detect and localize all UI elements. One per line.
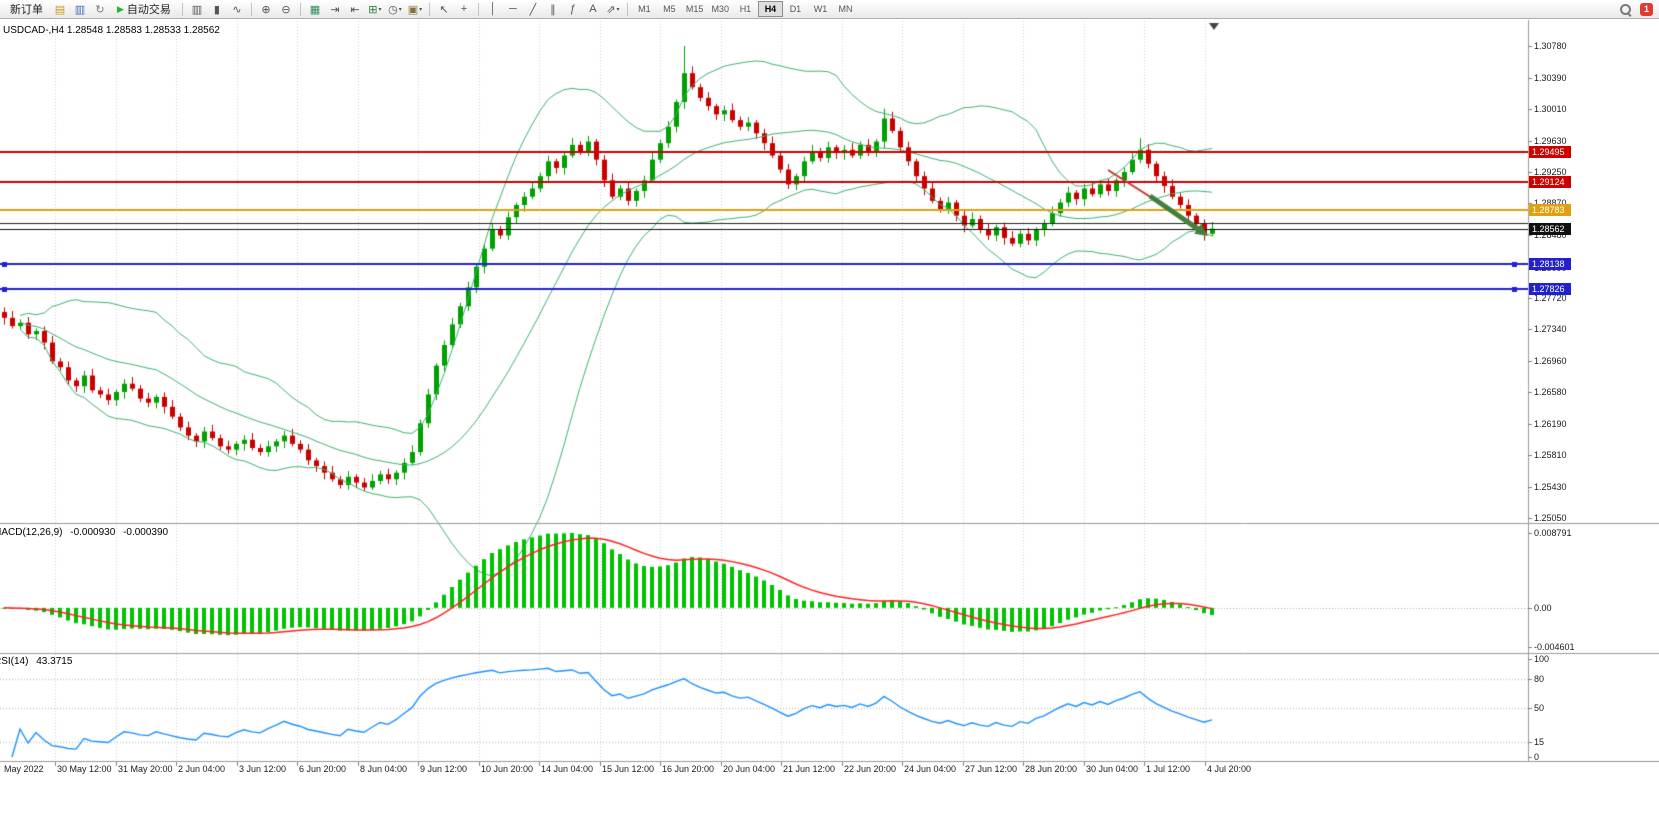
timeframe-m1[interactable]: M1 <box>632 1 657 17</box>
search-icon[interactable] <box>1619 3 1632 16</box>
toolbar-separator <box>299 2 301 16</box>
templates-icon[interactable]: ▣ ▾ <box>405 1 425 18</box>
macd-name: MACD(12,26,9) <box>0 527 63 538</box>
timeframe-mn[interactable]: MN <box>833 1 858 17</box>
timeframe-h4[interactable]: H4 <box>757 1 783 17</box>
timeframe-w1[interactable]: W1 <box>808 1 833 17</box>
charts-icon[interactable]: ▤ <box>50 1 70 18</box>
dropdown-arrow-icon: ▾ <box>616 6 620 13</box>
zoom-in-icon[interactable]: ⊕ <box>256 1 276 18</box>
toolbar-separator <box>250 2 252 16</box>
line-chart-icon[interactable]: ∿ <box>227 1 247 18</box>
zoom-out-icon[interactable]: ⊖ <box>276 1 296 18</box>
toolbar-right-cluster: 1 <box>1619 2 1653 16</box>
horizontal-line-icon[interactable]: ─ <box>503 1 523 18</box>
toolbar-separator <box>181 2 183 16</box>
text-icon[interactable]: A <box>583 1 603 18</box>
chart-title: USDCAD-,H4 1.28548 1.28583 1.28533 1.285… <box>3 25 220 36</box>
fibonacci-icon[interactable]: ƒ <box>563 1 583 18</box>
bar-chart-icon[interactable]: ▥ <box>187 1 207 18</box>
macd-indicator-label: MACD(12,26,9) -0.000930 -0.000390 <box>0 527 173 538</box>
vertical-line-icon[interactable]: │ <box>483 1 503 18</box>
macd-main-value: -0.000930 <box>70 527 116 538</box>
auto-scroll-icon[interactable]: ⇥ <box>325 1 345 18</box>
macd-signal-value: -0.000390 <box>123 527 169 538</box>
refresh-icon[interactable]: ↻ <box>90 1 110 18</box>
autotrading-button[interactable]: ▶ 自动交易 <box>110 1 178 18</box>
notification-badge[interactable]: 1 <box>1640 2 1653 16</box>
trendline-icon[interactable]: ╱ <box>523 1 543 18</box>
crosshair-icon[interactable]: + <box>454 1 474 18</box>
dropdown-arrow-icon: ▾ <box>398 6 402 13</box>
rsi-name: RSI(14) <box>0 656 29 667</box>
dropdown-arrow-icon: ▾ <box>378 6 382 13</box>
periods-icon[interactable]: ◷ ▾ <box>385 1 405 18</box>
toolbar-separator <box>477 2 479 16</box>
candlestick-chart-icon[interactable]: ▮ <box>207 1 227 18</box>
rsi-indicator-label: RSI(14) 43.3715 <box>0 656 77 667</box>
timeframe-h1[interactable]: H1 <box>733 1 758 17</box>
arrows-icon[interactable]: ⇗ ▾ <box>603 1 623 18</box>
rsi-value: 43.3715 <box>36 656 73 667</box>
profiles-icon[interactable]: ▥ <box>70 1 90 18</box>
toolbar-separator <box>428 2 430 16</box>
toolbar-separator <box>626 2 628 16</box>
timeframe-m5[interactable]: M5 <box>657 1 682 17</box>
play-icon: ▶ <box>117 3 124 14</box>
new-order-button[interactable]: 新订单 <box>3 1 50 18</box>
channel-icon[interactable]: ∥ <box>543 1 563 18</box>
timeframe-d1[interactable]: D1 <box>783 1 808 17</box>
main-toolbar: 新订单 ▤ ▥ ↻ ▶ 自动交易 ▥ ▮ ∿ ⊕ ⊖ ▦ ⇥ ⇤ ⊞ ▾ ◷ ▾ ▣ ▾ ↖ + │ ─ ╱ ∥ ƒ A ⇗ ▾ M1 M5 M… <box>0 0 1659 19</box>
timeframe-m30[interactable]: M30 <box>707 1 733 17</box>
timeframe-m15[interactable]: M15 <box>682 1 708 17</box>
indicators-icon[interactable]: ⊞ ▾ <box>365 1 385 18</box>
tile-windows-icon[interactable]: ▦ <box>305 1 325 18</box>
chart-shift-icon[interactable]: ⇤ <box>345 1 365 18</box>
cursor-icon[interactable]: ↖ <box>434 1 454 18</box>
dropdown-arrow-icon: ▾ <box>419 6 423 13</box>
